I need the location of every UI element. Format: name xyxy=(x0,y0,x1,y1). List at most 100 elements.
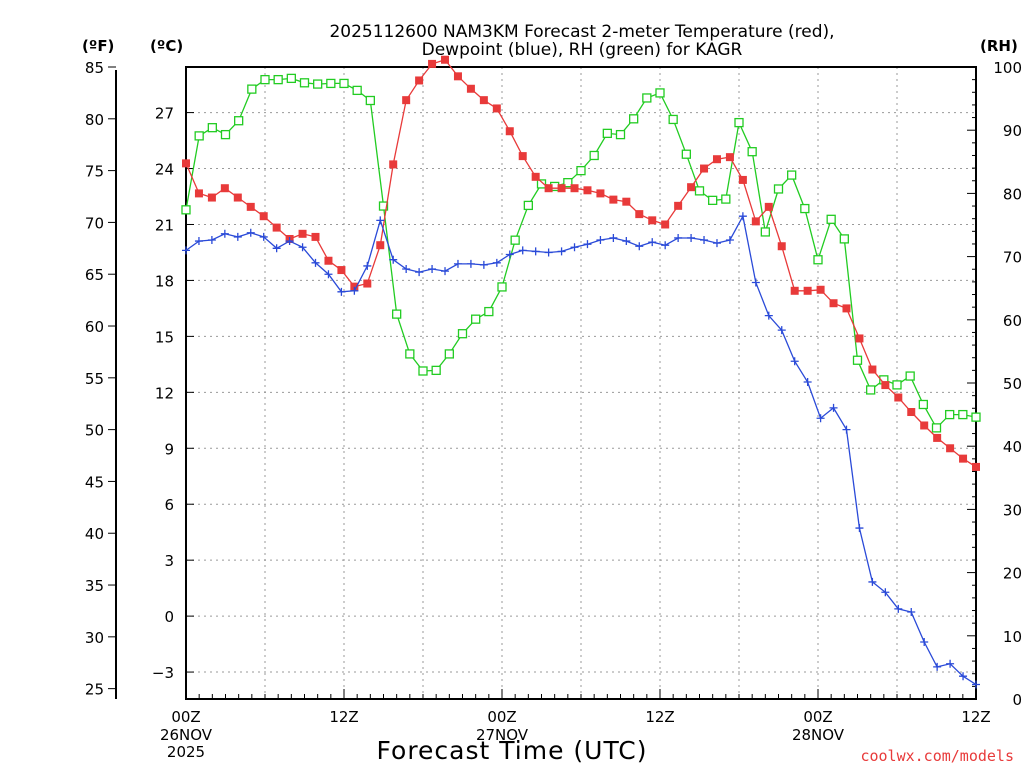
rh-point xyxy=(418,366,428,376)
date-tick-label: 26NOV xyxy=(160,726,213,744)
dewpoint-point xyxy=(285,237,294,246)
temperature-point xyxy=(415,76,424,85)
temperature-point xyxy=(492,104,501,113)
temperature-point xyxy=(194,189,203,198)
dewpoint-point xyxy=(738,212,747,221)
dewpoint-point xyxy=(363,261,372,270)
temperature-point xyxy=(466,84,475,93)
rh-point xyxy=(457,329,468,339)
temperature-point xyxy=(920,421,929,430)
rh-unit-label: (RH) xyxy=(980,37,1018,55)
dewpoint-point xyxy=(972,680,980,689)
dewpoint-point xyxy=(220,229,229,238)
temperature-point xyxy=(453,72,462,81)
dewpoint-point xyxy=(259,232,268,241)
dewpoint-point xyxy=(182,246,190,255)
rh-point xyxy=(892,380,902,390)
dewpoint-point xyxy=(544,248,553,257)
rh-point xyxy=(392,309,402,319)
fahrenheit-tick-label: 85 xyxy=(85,59,104,77)
rh-point xyxy=(444,349,454,359)
temperature-point xyxy=(803,286,812,295)
dewpoint-point xyxy=(466,259,475,268)
date-tick-label: 28NOV xyxy=(792,726,845,744)
fahrenheit-tick-label: 40 xyxy=(85,525,104,543)
temperature-point xyxy=(246,202,255,211)
temperature-point xyxy=(272,223,281,232)
dewpoint-point xyxy=(311,258,320,267)
dewpoint-point xyxy=(920,638,929,647)
temperature-point xyxy=(531,172,540,181)
temperature-point xyxy=(479,96,488,105)
rh-point xyxy=(787,170,797,180)
temperature-point xyxy=(972,462,980,471)
dewpoint-point xyxy=(829,403,838,412)
rh-point xyxy=(484,306,494,317)
grid-lines xyxy=(186,67,976,699)
rh-tick-label: 20 xyxy=(1003,565,1022,583)
temperature-point xyxy=(751,217,760,226)
rh-tick-label: 40 xyxy=(1003,438,1022,456)
rh-point xyxy=(602,128,612,139)
dewpoint-point xyxy=(376,216,385,225)
rh-point xyxy=(299,78,310,88)
fahrenheit-tick-label: 25 xyxy=(85,681,104,699)
dewpoint-point xyxy=(298,243,307,252)
rh-point xyxy=(852,355,863,365)
dewpoint-point xyxy=(441,267,450,276)
temperature-point xyxy=(933,433,942,442)
dewpoint-point xyxy=(337,287,346,296)
dewpoint-point xyxy=(648,238,657,247)
temperature-point xyxy=(350,282,359,291)
celsius-tick-label: 24 xyxy=(155,161,174,179)
time-tick-label: 12Z xyxy=(645,708,674,726)
celsius-tick-label: 9 xyxy=(164,440,174,458)
dewpoint-point xyxy=(428,265,437,274)
fahrenheit-tick-label: 75 xyxy=(85,163,104,181)
rh-tick-label: 10 xyxy=(1003,628,1022,646)
temperature-point xyxy=(777,242,786,251)
rh-point xyxy=(273,74,283,85)
rh-point xyxy=(734,117,744,128)
dewpoint-point xyxy=(790,357,799,366)
rh-tick-label: 80 xyxy=(1003,185,1022,203)
dewpoint-point xyxy=(635,242,644,251)
temperature-point xyxy=(376,241,385,250)
temperature-point xyxy=(855,334,864,343)
series-rh xyxy=(181,73,981,433)
rh-point xyxy=(655,88,665,98)
dewpoint-point xyxy=(777,326,786,335)
celsius-tick-label: 0 xyxy=(164,608,174,626)
rh-point xyxy=(352,85,362,96)
rh-point xyxy=(471,314,481,324)
fahrenheit-tick-label: 30 xyxy=(85,629,104,647)
rh-point xyxy=(629,114,639,124)
rh-point xyxy=(760,227,770,237)
dewpoint-point xyxy=(194,237,203,246)
plot-frame xyxy=(185,66,977,700)
dewpoint-point xyxy=(622,237,631,246)
dewpoint-point xyxy=(855,524,864,533)
temperature-point xyxy=(609,195,618,204)
celsius-tick-label: 6 xyxy=(164,496,174,514)
dewpoint-point xyxy=(350,286,359,295)
temperature-point xyxy=(596,189,605,198)
dewpoint-point xyxy=(946,659,955,668)
rh-point xyxy=(234,116,244,126)
time-tick-label: 12Z xyxy=(961,708,990,726)
temperature-point xyxy=(881,381,890,390)
rh-point xyxy=(668,114,678,125)
temperature-point xyxy=(583,186,592,195)
rh-tick-label: 90 xyxy=(1003,122,1022,140)
credit-link[interactable]: coolwx.com/models xyxy=(860,747,1014,765)
dewpoint-point xyxy=(402,265,411,274)
rh-point xyxy=(365,95,375,106)
dewpoint-point xyxy=(674,233,683,242)
rh-point xyxy=(958,409,968,420)
temperature-point xyxy=(389,160,398,169)
temperature-point xyxy=(635,210,644,219)
dewpoint-point xyxy=(700,236,709,245)
dewpoint-point xyxy=(661,241,670,250)
series-dewpoint xyxy=(182,212,980,689)
